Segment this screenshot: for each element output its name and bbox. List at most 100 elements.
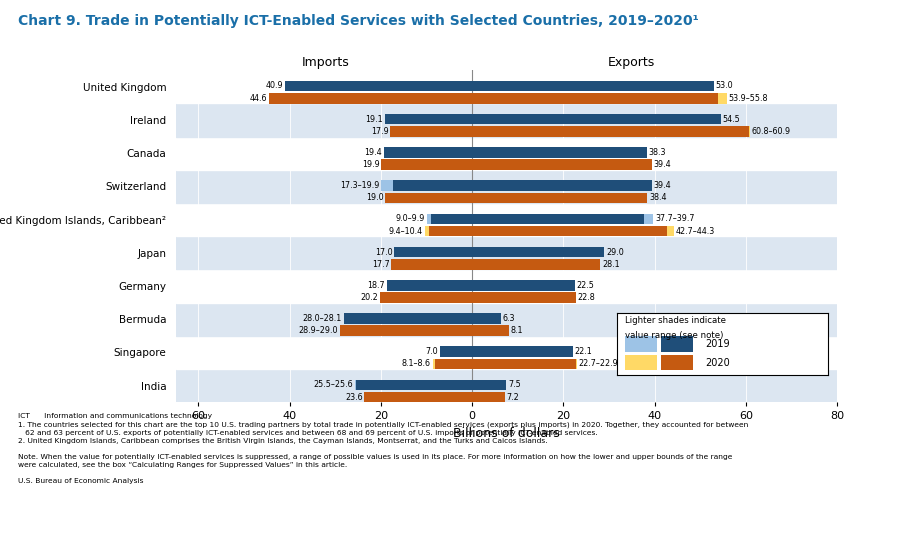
Text: 17.9: 17.9 xyxy=(371,127,389,136)
Text: 6.3: 6.3 xyxy=(502,314,515,323)
Text: 53.9–55.8: 53.9–55.8 xyxy=(728,94,768,103)
Bar xyxy=(392,259,472,269)
Bar xyxy=(176,369,837,402)
Bar xyxy=(440,346,472,357)
Text: 2019: 2019 xyxy=(706,339,730,349)
Text: 19.9: 19.9 xyxy=(362,160,380,169)
X-axis label: Billions of dollars: Billions of dollars xyxy=(453,427,560,440)
Text: 8.1–8.6: 8.1–8.6 xyxy=(402,360,431,368)
Bar xyxy=(472,226,674,237)
Bar xyxy=(472,259,600,269)
Bar xyxy=(661,355,693,370)
Bar xyxy=(391,126,472,137)
Bar xyxy=(176,302,837,336)
Bar xyxy=(356,380,472,390)
Text: 7.2: 7.2 xyxy=(507,393,519,402)
Bar xyxy=(394,247,472,258)
Bar xyxy=(625,336,657,352)
Text: 22.7–22.9: 22.7–22.9 xyxy=(579,360,618,368)
Bar xyxy=(472,126,750,137)
Text: 37.7–39.7: 37.7–39.7 xyxy=(655,214,695,224)
Bar xyxy=(382,180,472,191)
Text: 23.6: 23.6 xyxy=(345,393,363,402)
Text: 2020: 2020 xyxy=(706,357,730,368)
Bar xyxy=(472,80,714,91)
Bar xyxy=(356,380,472,390)
Text: 53.0: 53.0 xyxy=(716,82,733,91)
Bar xyxy=(472,313,500,324)
Bar xyxy=(268,93,472,104)
Bar xyxy=(435,359,472,369)
Text: value range (see note): value range (see note) xyxy=(625,330,724,340)
Bar xyxy=(380,292,472,303)
Bar xyxy=(472,180,652,191)
Bar xyxy=(472,114,721,125)
Text: 39.4: 39.4 xyxy=(653,160,671,169)
Bar xyxy=(472,159,652,170)
Text: 22.5: 22.5 xyxy=(577,281,594,290)
Text: 28.9–29.0: 28.9–29.0 xyxy=(299,326,338,335)
Bar xyxy=(385,193,472,203)
Bar xyxy=(625,355,657,370)
Bar xyxy=(285,80,472,91)
Bar xyxy=(472,380,506,390)
Bar xyxy=(472,213,653,224)
Text: 42.7–44.3: 42.7–44.3 xyxy=(676,227,716,235)
Bar xyxy=(472,392,505,402)
Text: 18.7: 18.7 xyxy=(367,281,385,290)
Text: 28.1: 28.1 xyxy=(602,260,620,269)
Text: 28.0–28.1: 28.0–28.1 xyxy=(302,314,342,323)
Bar xyxy=(176,237,837,269)
Bar xyxy=(472,359,576,369)
Bar xyxy=(385,114,472,125)
Bar xyxy=(344,313,472,324)
Bar xyxy=(472,247,604,258)
Bar xyxy=(472,213,644,224)
Bar xyxy=(340,326,472,336)
Text: 39.4: 39.4 xyxy=(653,181,671,190)
Bar xyxy=(472,346,573,357)
Bar xyxy=(472,280,575,291)
Bar xyxy=(472,147,647,158)
Text: 20.2: 20.2 xyxy=(360,293,378,302)
Text: 38.3: 38.3 xyxy=(649,148,666,157)
Bar xyxy=(387,280,472,291)
Text: 19.4: 19.4 xyxy=(364,148,382,157)
Text: Imports: Imports xyxy=(302,56,350,69)
Bar xyxy=(472,193,647,203)
Bar xyxy=(472,292,576,303)
Bar xyxy=(345,313,472,324)
Bar xyxy=(176,104,837,137)
Text: Exports: Exports xyxy=(608,56,655,69)
Text: ICT      Information and communications technology
1. The countries selected for: ICT Information and communications techn… xyxy=(18,413,749,484)
Text: 60.8–60.9: 60.8–60.9 xyxy=(752,127,791,136)
Bar xyxy=(425,226,472,237)
Bar xyxy=(382,159,472,170)
Text: 9.4–10.4: 9.4–10.4 xyxy=(389,227,423,235)
Bar xyxy=(176,70,837,103)
Text: 9.0–9.9: 9.0–9.9 xyxy=(396,214,425,224)
Bar xyxy=(472,126,750,137)
Text: 17.0: 17.0 xyxy=(375,247,392,256)
Text: 22.1: 22.1 xyxy=(575,347,592,356)
Text: 7.5: 7.5 xyxy=(508,380,521,389)
Bar xyxy=(433,359,472,369)
Text: 19.0: 19.0 xyxy=(366,193,383,202)
Text: Chart 9. Trade in Potentially ICT-Enabled Services with Selected Countries, 2019: Chart 9. Trade in Potentially ICT-Enable… xyxy=(18,14,698,28)
Bar xyxy=(472,93,718,104)
Bar xyxy=(472,226,667,237)
Text: 19.1: 19.1 xyxy=(365,114,383,124)
Text: 25.5–25.6: 25.5–25.6 xyxy=(314,380,354,389)
Text: 38.4: 38.4 xyxy=(649,193,667,202)
Bar xyxy=(427,213,472,224)
Bar xyxy=(661,336,693,352)
Bar xyxy=(472,93,726,104)
Bar xyxy=(429,226,472,237)
Bar xyxy=(176,269,837,302)
Text: 7.0: 7.0 xyxy=(426,347,438,356)
Bar xyxy=(472,326,509,336)
Bar xyxy=(176,170,837,203)
Text: 44.6: 44.6 xyxy=(249,94,266,103)
Text: 8.1: 8.1 xyxy=(511,326,523,335)
Text: 40.9: 40.9 xyxy=(266,82,284,91)
